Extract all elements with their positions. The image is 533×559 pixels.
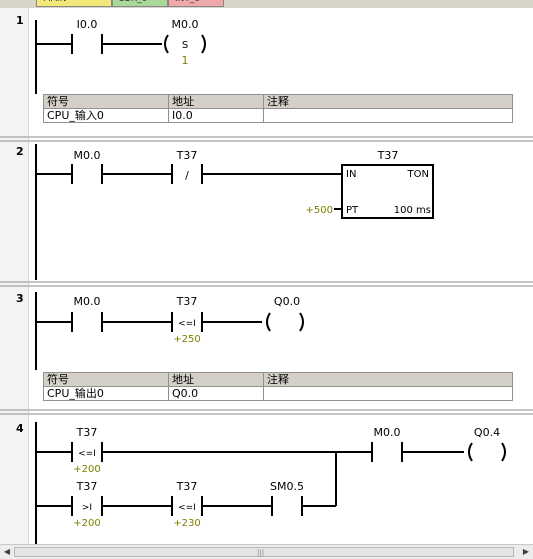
symbol-cell[interactable]: CPU_输入0 bbox=[43, 108, 169, 123]
network-4-rung bbox=[36, 442, 506, 516]
timer-pt-label: PT bbox=[346, 205, 359, 216]
ladder-editor: I0.0 M0.0 S 1 M0.0 T37 / T37 IN TON PT +… bbox=[0, 8, 533, 544]
network-gutter bbox=[0, 8, 29, 544]
compare-operand: +250 bbox=[173, 334, 200, 345]
header-address: 地址 bbox=[168, 94, 264, 109]
comment-cell[interactable] bbox=[263, 108, 513, 123]
address-cell[interactable]: Q0.0 bbox=[168, 386, 264, 401]
timer-type: TON bbox=[407, 169, 429, 180]
scrollbar-grip: ||| bbox=[257, 549, 265, 557]
comment-cell[interactable] bbox=[263, 386, 513, 401]
symbol-table-header: 符号 地址 注释 bbox=[43, 372, 513, 387]
compare-operand: +230 bbox=[173, 518, 200, 529]
timer-name: T37 bbox=[377, 149, 399, 162]
arrow-right-icon[interactable]: ▶ bbox=[522, 547, 530, 556]
ladder-diagram: I0.0 M0.0 S 1 M0.0 T37 / T37 IN TON PT +… bbox=[0, 18, 533, 544]
coil-address: M0.0 bbox=[172, 18, 199, 31]
symbol-table: 符号 地址 注释 CPU_输出0 Q0.0 bbox=[43, 372, 513, 401]
contact-address: T37 bbox=[176, 149, 198, 162]
timer-resolution: 100 ms bbox=[394, 205, 431, 216]
compare-symbol: <=I bbox=[178, 503, 196, 513]
scrollbar-thumb[interactable]: ||| bbox=[14, 547, 514, 557]
coil-address: Q0.4 bbox=[474, 426, 500, 439]
compare-operand: +200 bbox=[73, 518, 100, 529]
coil-right-arc[interactable] bbox=[201, 34, 206, 54]
contact-address: T37 bbox=[176, 295, 198, 308]
network-number: 4 bbox=[16, 422, 24, 435]
header-symbol: 符号 bbox=[43, 372, 169, 387]
coil-left-arc[interactable] bbox=[266, 312, 271, 332]
compare-symbol: <=I bbox=[78, 449, 96, 459]
header-address: 地址 bbox=[168, 372, 264, 387]
tab-int0[interactable]: INT_0 bbox=[168, 0, 224, 7]
compare-symbol: >I bbox=[82, 503, 92, 513]
tab-main-label: MAIN bbox=[43, 0, 66, 4]
compare-symbol: <=I bbox=[178, 319, 196, 329]
symbol-table-header: 符号 地址 注释 bbox=[43, 94, 513, 109]
coil-right-arc[interactable] bbox=[501, 442, 506, 462]
header-symbol: 符号 bbox=[43, 94, 169, 109]
coil-left-arc[interactable] bbox=[164, 34, 169, 54]
symbol-table: 符号 地址 注释 CPU_输入0 I0.0 bbox=[43, 94, 513, 123]
tab-sbr0[interactable]: SBR_0 bbox=[112, 0, 168, 7]
contact-address: SM0.5 bbox=[270, 480, 304, 493]
tab-sbr0-label: SBR_0 bbox=[119, 0, 147, 4]
coil-symbol: S bbox=[182, 40, 188, 51]
contact-address: M0.0 bbox=[74, 149, 101, 162]
coil-left-arc[interactable] bbox=[468, 442, 473, 462]
compare-operand: +200 bbox=[73, 464, 100, 475]
coil-right-arc[interactable] bbox=[299, 312, 304, 332]
contact-address: I0.0 bbox=[77, 18, 98, 31]
contact-address: T37 bbox=[76, 426, 98, 439]
timer-preset-value: +500 bbox=[306, 205, 333, 216]
network-1-rung bbox=[36, 34, 206, 54]
coil-count: 1 bbox=[182, 54, 189, 67]
tab-int0-label: INT_0 bbox=[175, 0, 200, 4]
network-3-rung bbox=[36, 312, 304, 332]
arrow-left-icon[interactable]: ◀ bbox=[3, 547, 11, 556]
address-cell[interactable]: I0.0 bbox=[168, 108, 264, 123]
network-number: 1 bbox=[16, 14, 24, 27]
table-row[interactable]: CPU_输入0 I0.0 bbox=[43, 108, 513, 123]
contact-address: T37 bbox=[76, 480, 98, 493]
coil-address: Q0.0 bbox=[274, 295, 300, 308]
network-2-rung bbox=[36, 164, 342, 210]
contact-negate-symbol: / bbox=[185, 169, 189, 182]
table-row[interactable]: CPU_输出0 Q0.0 bbox=[43, 386, 513, 401]
network-dividers bbox=[0, 136, 533, 415]
horizontal-scrollbar[interactable]: ◀ ||| ▶ bbox=[0, 544, 533, 559]
symbol-cell[interactable]: CPU_输出0 bbox=[43, 386, 169, 401]
contact-address: M0.0 bbox=[374, 426, 401, 439]
program-tab-bar: MAIN SBR_0 INT_0 bbox=[0, 0, 533, 8]
header-comment: 注释 bbox=[263, 94, 513, 109]
timer-in-label: IN bbox=[346, 169, 356, 180]
contact-address: M0.0 bbox=[74, 295, 101, 308]
network-number: 2 bbox=[16, 145, 24, 158]
contact-address: T37 bbox=[176, 480, 198, 493]
timer-box[interactable] bbox=[341, 164, 434, 219]
header-comment: 注释 bbox=[263, 372, 513, 387]
tab-main[interactable]: MAIN bbox=[36, 0, 112, 7]
network-number: 3 bbox=[16, 292, 24, 305]
